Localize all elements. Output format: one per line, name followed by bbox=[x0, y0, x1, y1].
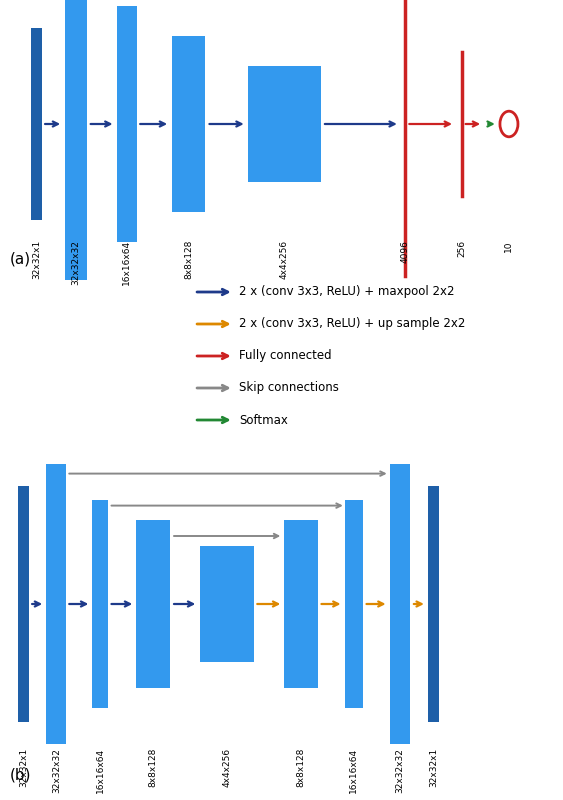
Text: 4096: 4096 bbox=[401, 240, 410, 263]
Text: 32x32x1: 32x32x1 bbox=[19, 748, 28, 787]
Text: (a): (a) bbox=[10, 252, 32, 267]
Bar bbox=[18, 486, 29, 722]
Bar bbox=[200, 546, 254, 662]
Text: 8x8x128: 8x8x128 bbox=[297, 748, 306, 787]
Bar bbox=[428, 486, 439, 722]
Text: 32x32x32: 32x32x32 bbox=[52, 748, 61, 793]
Text: 16x16x64: 16x16x64 bbox=[122, 240, 131, 285]
Text: 4x4x256: 4x4x256 bbox=[222, 748, 231, 787]
Bar bbox=[92, 500, 108, 708]
Text: Skip connections: Skip connections bbox=[239, 382, 339, 394]
Bar bbox=[345, 500, 363, 708]
Text: 16x16x64: 16x16x64 bbox=[349, 748, 358, 793]
Text: 8x8x128: 8x8x128 bbox=[184, 240, 193, 279]
Text: 256: 256 bbox=[457, 240, 466, 257]
Bar bbox=[31, 28, 42, 220]
Text: 32x32x32: 32x32x32 bbox=[395, 748, 404, 793]
Text: 10: 10 bbox=[504, 240, 513, 251]
Bar bbox=[284, 520, 318, 688]
Bar bbox=[117, 6, 137, 242]
Text: (b): (b) bbox=[10, 768, 32, 783]
Text: 8x8x128: 8x8x128 bbox=[149, 748, 158, 787]
Text: 32x32x1: 32x32x1 bbox=[429, 748, 438, 787]
Bar bbox=[136, 520, 170, 688]
Text: 2 x (conv 3x3, ReLU) + maxpool 2x2: 2 x (conv 3x3, ReLU) + maxpool 2x2 bbox=[239, 286, 455, 298]
Text: 16x16x64: 16x16x64 bbox=[96, 748, 105, 793]
Bar bbox=[390, 464, 410, 744]
Text: Fully connected: Fully connected bbox=[239, 350, 332, 362]
Bar bbox=[46, 464, 66, 744]
Text: 32x32x1: 32x32x1 bbox=[32, 240, 41, 279]
Bar bbox=[248, 66, 321, 182]
Text: 32x32x32: 32x32x32 bbox=[72, 240, 81, 285]
Bar bbox=[172, 36, 205, 212]
Bar bbox=[65, 0, 87, 280]
Text: Softmax: Softmax bbox=[239, 414, 288, 426]
Text: 4x4x256: 4x4x256 bbox=[280, 240, 289, 279]
Text: 2 x (conv 3x3, ReLU) + up sample 2x2: 2 x (conv 3x3, ReLU) + up sample 2x2 bbox=[239, 318, 466, 330]
